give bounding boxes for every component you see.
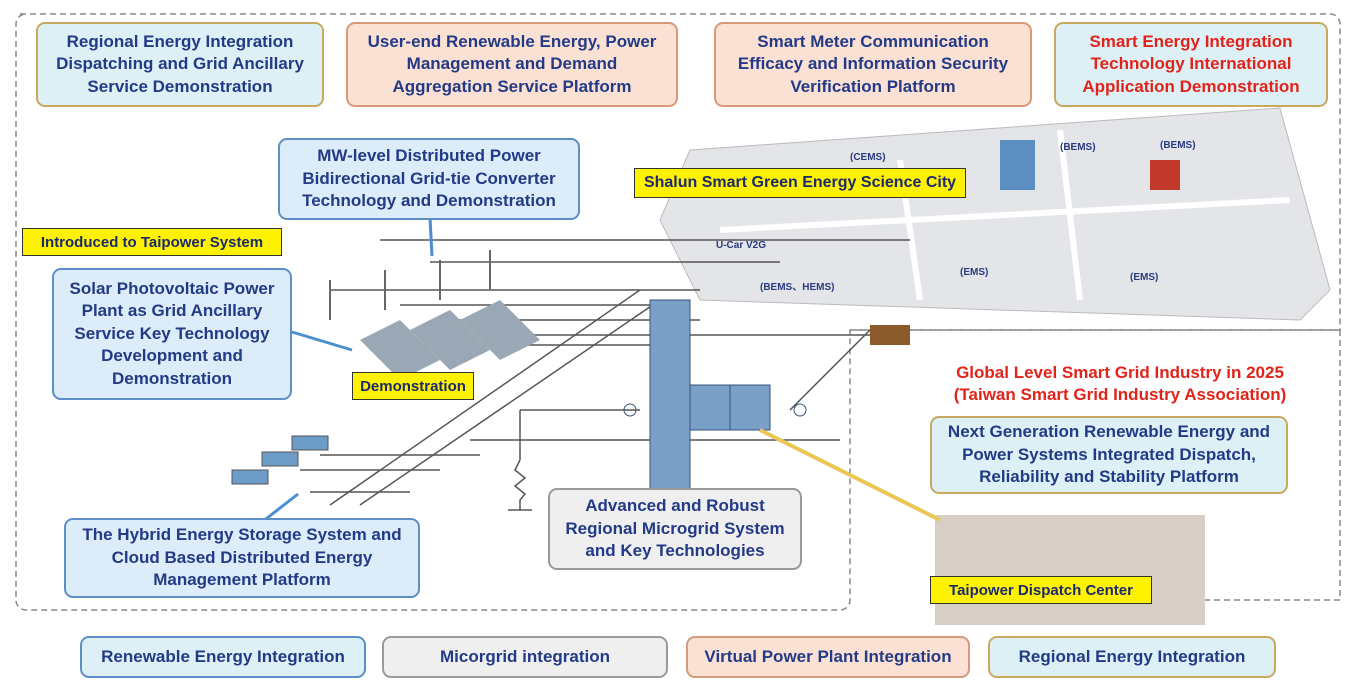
converter-box: MW-level Distributed Power Bidirectional… bbox=[278, 138, 580, 220]
microgrid-box: Advanced and Robust Regional Microgrid S… bbox=[548, 488, 802, 570]
map-label: (BEMS、HEMS) bbox=[760, 282, 834, 293]
map-label: U-Car V2G bbox=[716, 240, 766, 251]
school bbox=[1150, 160, 1180, 190]
storage-box: The Hybrid Energy Storage System and Clo… bbox=[64, 518, 420, 598]
tag: Shalun Smart Green Energy Science City bbox=[634, 168, 966, 198]
map-label: (BEMS) bbox=[1060, 142, 1096, 153]
top-box: Smart Meter Communication Efficacy and I… bbox=[714, 22, 1032, 107]
industry-note: Global Level Smart Grid Industry in 2025… bbox=[930, 362, 1310, 406]
dispatch-building bbox=[935, 515, 1205, 625]
turbines bbox=[330, 250, 490, 320]
note-line: Global Level Smart Grid Industry in 2025 bbox=[930, 362, 1310, 384]
tag: Taipower Dispatch Center bbox=[930, 576, 1152, 604]
map-label: (EMS) bbox=[960, 267, 988, 278]
legend-item: Regional Energy Integration bbox=[988, 636, 1276, 678]
top-box: Smart Energy Integration Technology Inte… bbox=[1054, 22, 1328, 107]
map-label: (BEMS) bbox=[1160, 140, 1196, 151]
map-label: (CEMS) bbox=[850, 152, 886, 163]
converter bbox=[624, 300, 806, 500]
storage-units bbox=[232, 436, 328, 484]
tag: Demonstration bbox=[352, 372, 474, 400]
page: (CEMS) (BEMS) (BEMS) (BEMS、HEMS) (EMS) (… bbox=[0, 0, 1346, 685]
legend-item: Micorgrid integration bbox=[382, 636, 668, 678]
map-label: (EMS) bbox=[1130, 272, 1158, 283]
office-tower bbox=[1000, 140, 1035, 190]
dispatch-box: Next Generation Renewable Energy and Pow… bbox=[930, 416, 1288, 494]
arrow bbox=[292, 332, 352, 350]
arrow bbox=[430, 218, 432, 256]
tag: Introduced to Taipower System bbox=[22, 228, 282, 256]
pv-panels bbox=[360, 300, 540, 380]
top-box: Regional Energy Integration Dispatching … bbox=[36, 22, 324, 107]
legend-item: Renewable Energy Integration bbox=[80, 636, 366, 678]
top-box: User-end Renewable Energy, Power Managem… bbox=[346, 22, 678, 107]
substation bbox=[870, 325, 910, 345]
solar-box: Solar Photovoltaic Power Plant as Grid A… bbox=[52, 268, 292, 400]
note-line: (Taiwan Smart Grid Industry Association) bbox=[930, 384, 1310, 406]
legend-item: Virtual Power Plant Integration bbox=[686, 636, 970, 678]
